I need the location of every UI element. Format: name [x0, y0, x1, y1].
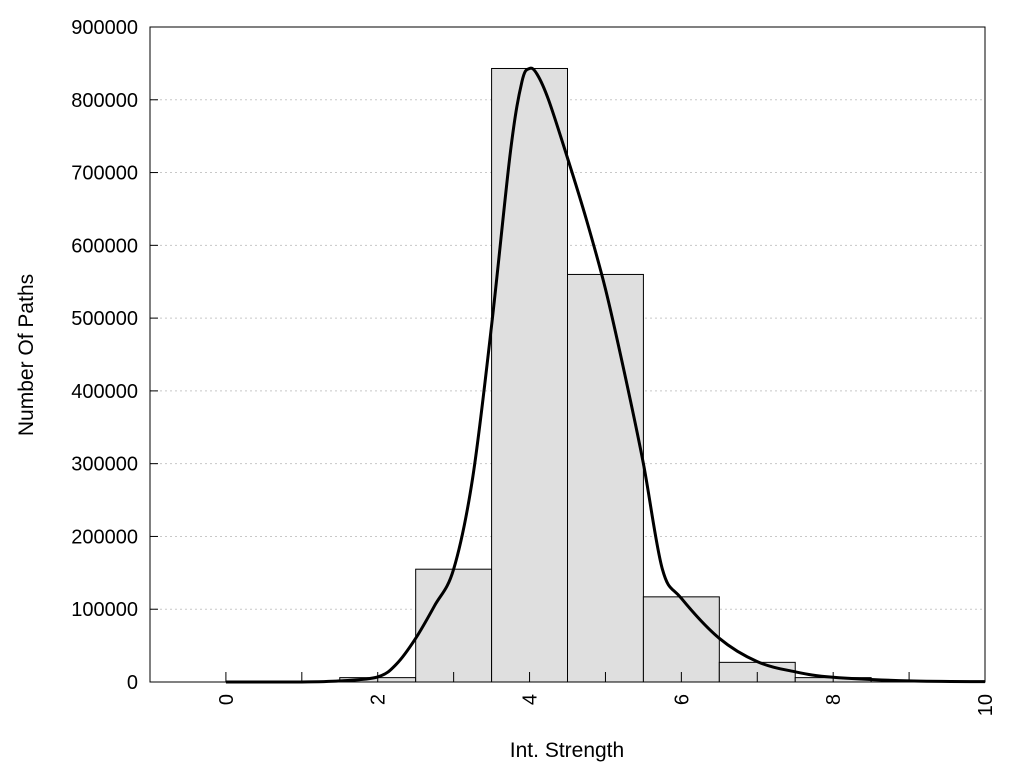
- histogram-bar: [642, 596, 720, 683]
- y-tick-label: 0: [127, 672, 138, 694]
- y-tick-label: 200000: [71, 526, 138, 548]
- y-tick-label: 900000: [71, 17, 138, 39]
- y-tick-label: 700000: [71, 163, 138, 185]
- y-tick-label: 400000: [71, 381, 138, 403]
- y-axis-ticks: 0 100000 200000 300000 400000 500000 600000 700…: [71, 17, 158, 694]
- x-tick-label: 6: [671, 694, 693, 705]
- histogram-bar: [491, 67, 568, 683]
- fit-curve: [225, 66, 986, 684]
- fit-curve-line: [225, 66, 986, 684]
- x-tick-label: 4: [520, 694, 542, 705]
- y-tick-label: 300000: [71, 454, 138, 476]
- x-tick-label: 0: [216, 694, 238, 705]
- grid-lines: [150, 99, 985, 610]
- histogram-bars: [339, 67, 948, 683]
- x-tick-label: 8: [823, 694, 845, 705]
- y-tick-label: 600000: [71, 235, 138, 257]
- x-axis-ticks: 0 2 4 6 8 10: [216, 672, 997, 716]
- x-tick-label: 2: [368, 694, 390, 705]
- histogram-bar: [415, 568, 493, 683]
- y-tick-label: 800000: [71, 90, 138, 112]
- histogram-bar: [567, 273, 644, 683]
- x-tick-label: 10: [975, 694, 997, 716]
- y-axis-label: Number Of Paths: [15, 274, 38, 436]
- y-tick-label: 100000: [71, 599, 138, 621]
- plot-frame: [149, 26, 986, 683]
- x-axis-label: Int. Strength: [510, 739, 624, 762]
- y-tick-label: 500000: [71, 308, 138, 330]
